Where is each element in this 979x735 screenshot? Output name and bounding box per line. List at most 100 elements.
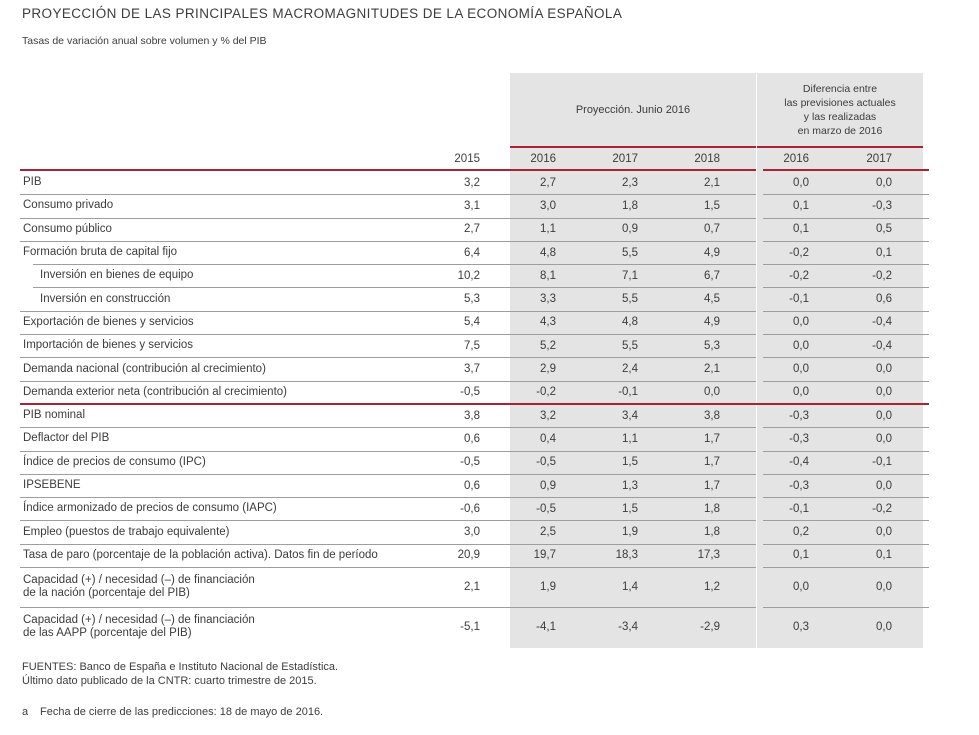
row-separator [20,310,756,312]
cell-projection: 3,3 [510,287,592,310]
row-separator [763,567,929,569]
cell-difference-text: 0,0 [793,581,809,594]
cell-projection: 18,3 [592,544,674,567]
row-label: Importación de bienes y servicios [20,334,437,357]
cell-projection: 5,5 [592,241,674,264]
cell-difference: 0,5 [846,218,929,241]
cell-projection: 1,9 [592,520,674,543]
gutter [756,544,763,567]
sources-note: FUENTES: Banco de España e Instituto Nac… [22,661,339,673]
cell-projection: 1,4 [592,567,674,607]
table-row: PIB nominal 3,8 3,2 3,4 3,8 -0,3 0,0 [20,402,929,427]
table-row: Consumo privado 3,1 3,0 1,8 1,5 0,1 -0,3 [20,194,929,217]
year-header-text: 2017 [612,152,638,165]
cell-projection-text: 2,1 [704,363,720,376]
cell-2015: 3,7 [437,357,485,380]
spacer [485,287,510,310]
row-label: IPSEBENE [20,474,437,497]
cell-difference: -0,2 [763,264,846,287]
macro-projections-table: Proyección. Junio 2016 Diferencia entre … [20,73,929,648]
row-label: Capacidad (+) / necesidad (–) de financi… [20,567,437,607]
table-row: Tasa de paro (porcentaje de la población… [20,543,929,567]
cell-2015: -0,6 [437,497,485,520]
cell-difference-text: 0,1 [876,246,892,259]
cell-2015: -5,1 [437,607,485,647]
cell-projection-text: 5,5 [622,246,638,259]
cell-difference: 0,0 [846,567,929,607]
row-separator [763,264,929,266]
cell-projection-text: 1,8 [704,526,720,539]
table-body: PIB 3,2 2,7 2,3 2,1 0,0 0,0 Consumo privado 3,1 3… [20,171,929,647]
year-header-text: 2016 [530,152,556,165]
cell-2015-text: 5,4 [464,316,480,329]
cell-difference: 0,0 [763,357,846,380]
row-label-text: Demanda nacional (contribución al crecim… [23,362,266,375]
table-row: Índice de precios de consumo (IPC) -0,5 -0… [20,450,929,474]
cell-projection-text: -3,4 [618,621,638,634]
cell-2015: 10,2 [437,264,485,287]
cell-projection: 1,8 [674,520,756,543]
table-row: Exportación de bienes y servicios 5,4 4,3 4… [20,310,929,334]
cell-projection: 2,4 [592,357,674,380]
table-row: Índice armonizado de precios de consumo … [20,497,929,520]
cell-projection: 1,3 [592,474,674,497]
year-header: 2017 [846,148,929,169]
cell-difference-text: 0,0 [876,581,892,594]
row-label: Exportación de bienes y servicios [20,311,437,334]
table-row: Importación de bienes y servicios 7,5 5,2 5… [20,334,929,357]
cell-projection-text: 2,9 [540,363,556,376]
cell-projection-text: 1,1 [540,223,556,236]
spacer [485,194,510,217]
cell-projection-text: 1,9 [540,581,556,594]
row-separator [20,543,756,545]
spacer [485,474,510,497]
cell-projection-text: 1,1 [622,432,638,445]
cell-difference-text: 0,0 [793,363,809,376]
spacer [485,381,510,404]
cell-projection: -3,4 [592,607,674,647]
row-label-text: Deflactor del PIB [23,432,110,445]
cell-projection: 0,0 [674,381,756,404]
cell-projection: -0,5 [510,497,592,520]
table-row: IPSEBENE 0,6 0,9 1,3 1,7 -0,3 0,0 [20,473,929,497]
cell-projection-text: 3,2 [540,409,556,422]
table-row: Inversión en construcción 5,3 3,3 5,5 4,5 -0,… [20,287,929,310]
row-label-text: Demanda exterior neta (contribución al c… [23,385,287,398]
cell-projection-text: -2,9 [700,621,720,634]
cell-projection: 7,1 [592,264,674,287]
row-separator [763,427,929,429]
cell-2015: 2,1 [437,567,485,607]
cell-difference-text: 0,6 [876,293,892,306]
row-separator [763,473,929,475]
gutter [756,404,763,427]
table-row: Demanda nacional (contribución al crecim… [20,357,929,380]
cell-2015-text: -5,1 [460,621,480,634]
cell-projection-text: 1,7 [704,479,720,492]
cell-projection-text: 5,5 [622,293,638,306]
cell-projection: 0,9 [510,474,592,497]
cell-difference: 0,0 [763,381,846,404]
cell-difference-text: -0,3 [872,199,892,212]
cell-2015: 0,6 [437,427,485,450]
row-separator [20,450,756,452]
row-label-text: Índice de precios de consumo (IPC) [23,455,206,468]
cell-2015-text: 5,3 [464,293,480,306]
cell-difference: 0,1 [763,194,846,217]
cell-difference-text: -0,1 [789,293,809,306]
spacer [485,451,510,474]
cell-difference: -0,1 [763,497,846,520]
cell-projection-text: 5,3 [704,339,720,352]
cell-2015: 3,2 [437,171,485,194]
row-separator [763,287,929,289]
cell-projection-text: 1,7 [704,432,720,445]
row-separator [20,357,756,359]
row-separator [33,264,756,266]
row-label: PIB [20,171,437,194]
cell-difference-text: 0,0 [876,479,892,492]
cell-difference: 0,0 [763,171,846,194]
page-title: PROYECCIÓN DE LAS PRINCIPALES MACROMAGNI… [22,6,623,21]
group-header-rule [20,146,929,148]
cell-projection-text: 0,7 [704,223,720,236]
projection-group-header: Proyección. Junio 2016 [575,103,691,116]
cell-projection: 1,5 [592,451,674,474]
